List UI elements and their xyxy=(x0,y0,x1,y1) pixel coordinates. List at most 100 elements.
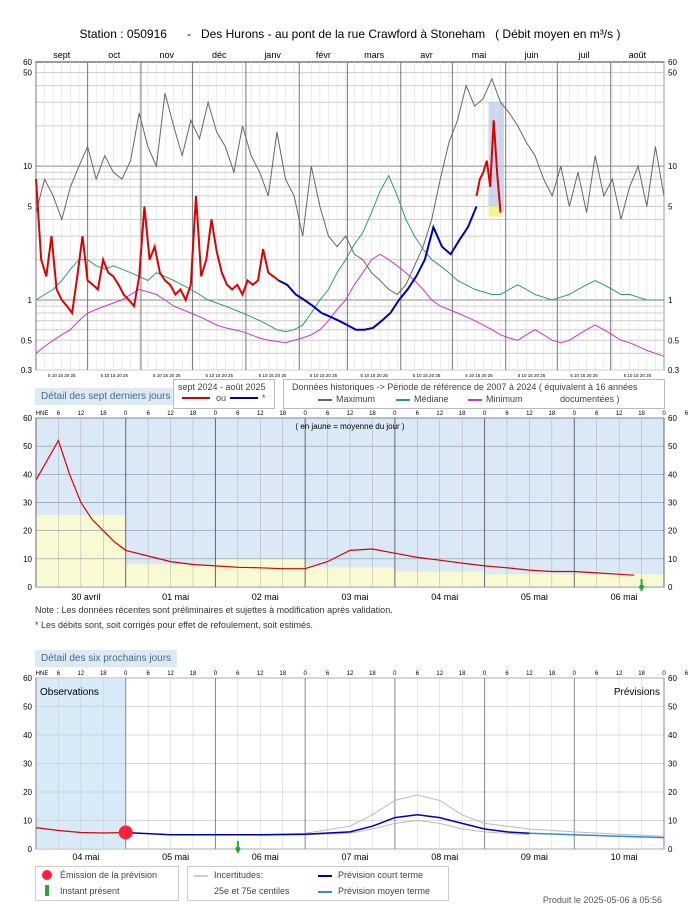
seven-hour-label: 18 xyxy=(279,411,286,417)
legend-hist-header: Données historiques -> Période de référe… xyxy=(292,382,638,392)
annual-month-label: mars xyxy=(364,50,384,60)
seven-hour-label: 6 xyxy=(595,411,599,417)
six-hour-label: 6 xyxy=(595,671,599,677)
annual-month-label: févr xyxy=(316,50,331,60)
six-hour-label: 0 xyxy=(393,671,397,677)
annual-ytick-left: 1 xyxy=(28,296,33,305)
six-hour-label: 6 xyxy=(505,671,509,677)
annual-month-label: déc xyxy=(212,50,227,60)
six-hour-label: 0 xyxy=(303,671,307,677)
six-ytick-left: 50 xyxy=(23,703,32,712)
seven-hour-label: 18 xyxy=(100,411,107,417)
annual-month-label: oct xyxy=(108,50,121,60)
six-day-label: 07 mai xyxy=(341,852,368,862)
six-hour-label: 12 xyxy=(526,671,533,677)
emission-marker-icon xyxy=(42,870,52,880)
seven-hour-label: 12 xyxy=(78,411,85,417)
annual-series-2 xyxy=(35,253,665,357)
legend-max-line xyxy=(318,399,332,401)
six-day-label: 05 mai xyxy=(162,852,189,862)
six-hour-label: 18 xyxy=(279,671,286,677)
seven-flow-line xyxy=(35,439,635,576)
seven-ytick-right: 60 xyxy=(668,414,677,423)
annual-ytick-left: 50 xyxy=(23,69,32,78)
annual-recent-mean xyxy=(488,206,503,217)
annual-ytick-left: 10 xyxy=(23,162,32,171)
legend-med-line xyxy=(396,399,410,401)
annual-month-label: janv xyxy=(263,50,281,60)
legend-star: * xyxy=(262,393,266,403)
six-hour-label: 12 xyxy=(616,671,623,677)
legend-court-line xyxy=(318,875,332,877)
seven-hour-label: 0 xyxy=(483,411,487,417)
legend-med: Médiane xyxy=(414,394,449,404)
six-hour-label: 12 xyxy=(257,671,264,677)
six-ytick-right: 20 xyxy=(668,788,677,797)
legend-forecast-markers: Émission de la prévision Instant présent xyxy=(35,866,179,901)
seven-ytick-left: 20 xyxy=(23,527,32,536)
six-medium-term-line xyxy=(529,832,665,839)
six-hour-label: HNE xyxy=(36,671,49,677)
legend-doc: documentées ) xyxy=(560,394,620,404)
six-hour-label: 0 xyxy=(662,671,666,677)
seven-day-label: 30 avril xyxy=(71,592,100,602)
annual-plot-area xyxy=(35,61,665,371)
seven-hour-label: 0 xyxy=(393,411,397,417)
seven-day-label: 06 mai xyxy=(611,592,638,602)
seven-hour-label: 6 xyxy=(505,411,509,417)
annual-day-ticks: 5 10 15 20 25 xyxy=(153,373,181,378)
section-six-days[interactable]: Détail des six prochains jours xyxy=(35,650,178,667)
legend-forecast-lines: Incertitudes: 25e et 75e centiles Prévis… xyxy=(187,866,449,901)
six-ytick-right: 0 xyxy=(668,845,673,854)
annual-day-ticks: 5 10 15 20 25 xyxy=(259,373,287,378)
six-hour-label: 18 xyxy=(549,671,556,677)
section-seven-days[interactable]: Détail des sept derniers jours xyxy=(35,388,177,405)
six-forecast-label: Prévisions xyxy=(614,687,660,698)
six-ytick-right: 50 xyxy=(668,703,677,712)
seven-day-label: 02 mai xyxy=(252,592,279,602)
six-hour-label: 6 xyxy=(146,671,150,677)
legend-blue-line xyxy=(230,397,258,399)
annual-series-5 xyxy=(475,120,502,213)
annual-ytick-left: 0.5 xyxy=(21,336,33,345)
seven-hour-label: HNE xyxy=(36,411,49,417)
six-day-label: 06 mai xyxy=(252,852,279,862)
legend-incert: Incertitudes: xyxy=(214,870,264,880)
seven-ytick-left: 0 xyxy=(28,583,33,592)
note-1: Note : Les données récentes sont prélimi… xyxy=(35,605,393,615)
seven-day-label: 03 mai xyxy=(341,592,368,602)
annual-month-label: sept xyxy=(53,50,71,60)
seven-hour-label: 12 xyxy=(257,411,264,417)
legend-moyen-line xyxy=(318,891,332,893)
six-hour-label: 6 xyxy=(236,671,240,677)
seven-ytick-right: 30 xyxy=(668,499,677,508)
six-ytick-right: 40 xyxy=(668,731,677,740)
six-hour-label: 18 xyxy=(369,671,376,677)
annual-series-1 xyxy=(35,174,664,333)
six-hour-label: 0 xyxy=(573,671,577,677)
seven-hour-label: 6 xyxy=(146,411,150,417)
six-ytick-right: 60 xyxy=(668,674,677,683)
six-day-label: 10 mai xyxy=(611,852,638,862)
six-hour-label: 12 xyxy=(78,671,85,677)
six-present-dot xyxy=(235,846,241,852)
footer-produced: Produit le 2025-05-06 à 05:56 xyxy=(542,895,662,905)
seven-hour-label: 6 xyxy=(57,411,61,417)
annual-ytick-right: 0.3 xyxy=(668,366,680,375)
seven-hour-label: 18 xyxy=(459,411,466,417)
six-hour-label: 12 xyxy=(436,671,443,677)
six-hour-label: 18 xyxy=(100,671,107,677)
annual-month-label: avr xyxy=(420,50,433,60)
six-hour-label: 6 xyxy=(416,671,420,677)
legend-max: Maximum xyxy=(336,394,376,404)
six-hour-label: 12 xyxy=(347,671,354,677)
six-ytick-left: 40 xyxy=(23,731,32,740)
seven-hour-label: 0 xyxy=(124,411,128,417)
annual-day-ticks: 5 10 15 20 25 xyxy=(413,373,441,378)
seven-hour-label: 0 xyxy=(662,411,666,417)
six-ytick-right: 30 xyxy=(668,760,677,769)
annual-ytick-left: 5 xyxy=(28,202,33,211)
seven-hour-label: 6 xyxy=(236,411,240,417)
annual-ytick-right: 60 xyxy=(668,58,677,67)
